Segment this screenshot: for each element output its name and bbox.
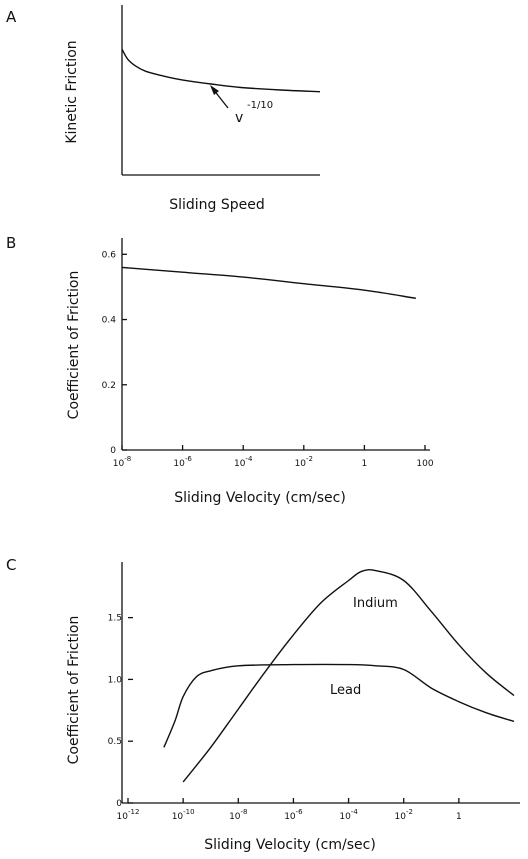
y-tick-label: 0.4	[102, 316, 117, 326]
panel-c-indium-label: Indium	[353, 596, 398, 611]
panel-a-ylabel: Kinetic Friction	[64, 40, 80, 143]
panel-b-ylabel: Coefficient of Friction	[66, 271, 82, 420]
panel-c: C Coefficient of Friction Sliding Veloci…	[6, 556, 520, 853]
panel-b-label: B	[6, 234, 16, 252]
panel-c-label: C	[6, 556, 16, 574]
panel-c-x-ticks: 10-12 10-10 10-8 10-6 10-4 10-2 1	[117, 798, 462, 822]
x-tick-label: 10-4	[339, 808, 358, 822]
panel-a-xlabel: Sliding Speed	[169, 197, 265, 213]
x-tick-label: 1	[456, 812, 462, 822]
annotation-v: v	[235, 110, 243, 126]
x-tick-label: 10-8	[229, 808, 247, 822]
panel-a: A Kinetic Friction Sliding Speed v -1/10	[6, 5, 321, 213]
panel-c-lead-label: Lead	[330, 683, 361, 698]
panel-b-curve	[121, 266, 417, 299]
panel-c-y-ticks: 0 0.5 1.0 1.5	[108, 614, 133, 809]
x-tick-label: 100	[416, 459, 433, 469]
x-tick-label: 10-6	[173, 455, 192, 469]
x-tick-label: 10-2	[394, 808, 412, 822]
panel-b: B Coefficient of Friction Sliding Veloci…	[6, 234, 434, 506]
x-tick-label: 10-10	[172, 808, 195, 822]
x-tick-label: 10-12	[117, 808, 140, 822]
x-tick-label: 10-8	[113, 455, 131, 469]
x-tick-label: 10-6	[284, 808, 303, 822]
panel-b-xlabel: Sliding Velocity (cm/sec)	[174, 490, 346, 506]
x-tick-label: 10-2	[295, 455, 313, 469]
y-tick-label: 1.0	[108, 675, 123, 685]
y-tick-label: 1.5	[108, 614, 122, 624]
x-tick-label: 1	[362, 459, 368, 469]
panel-c-indium-curve	[182, 569, 515, 783]
arrowhead-icon	[210, 85, 219, 95]
panel-a-curve	[121, 48, 321, 93]
panel-c-lead-curve	[163, 663, 515, 748]
panel-c-xlabel: Sliding Velocity (cm/sec)	[204, 837, 376, 853]
y-tick-label: 0.2	[102, 381, 116, 391]
y-tick-label: 0	[116, 799, 122, 809]
panel-a-annotation: v -1/10	[210, 85, 273, 126]
x-tick-label: 10-4	[234, 455, 253, 469]
panel-b-x-ticks: 10-8 10-6 10-4 10-2 1 100	[113, 445, 434, 469]
panel-b-y-ticks: 0 0.2 0.4 0.6	[102, 250, 127, 456]
y-tick-label: 0.6	[102, 250, 117, 260]
panel-a-label: A	[6, 8, 17, 26]
y-tick-label: 0	[110, 446, 116, 456]
y-tick-label: 0.5	[108, 737, 122, 747]
annotation-exponent: -1/10	[247, 100, 273, 111]
panel-c-ylabel: Coefficient of Friction	[66, 616, 82, 765]
